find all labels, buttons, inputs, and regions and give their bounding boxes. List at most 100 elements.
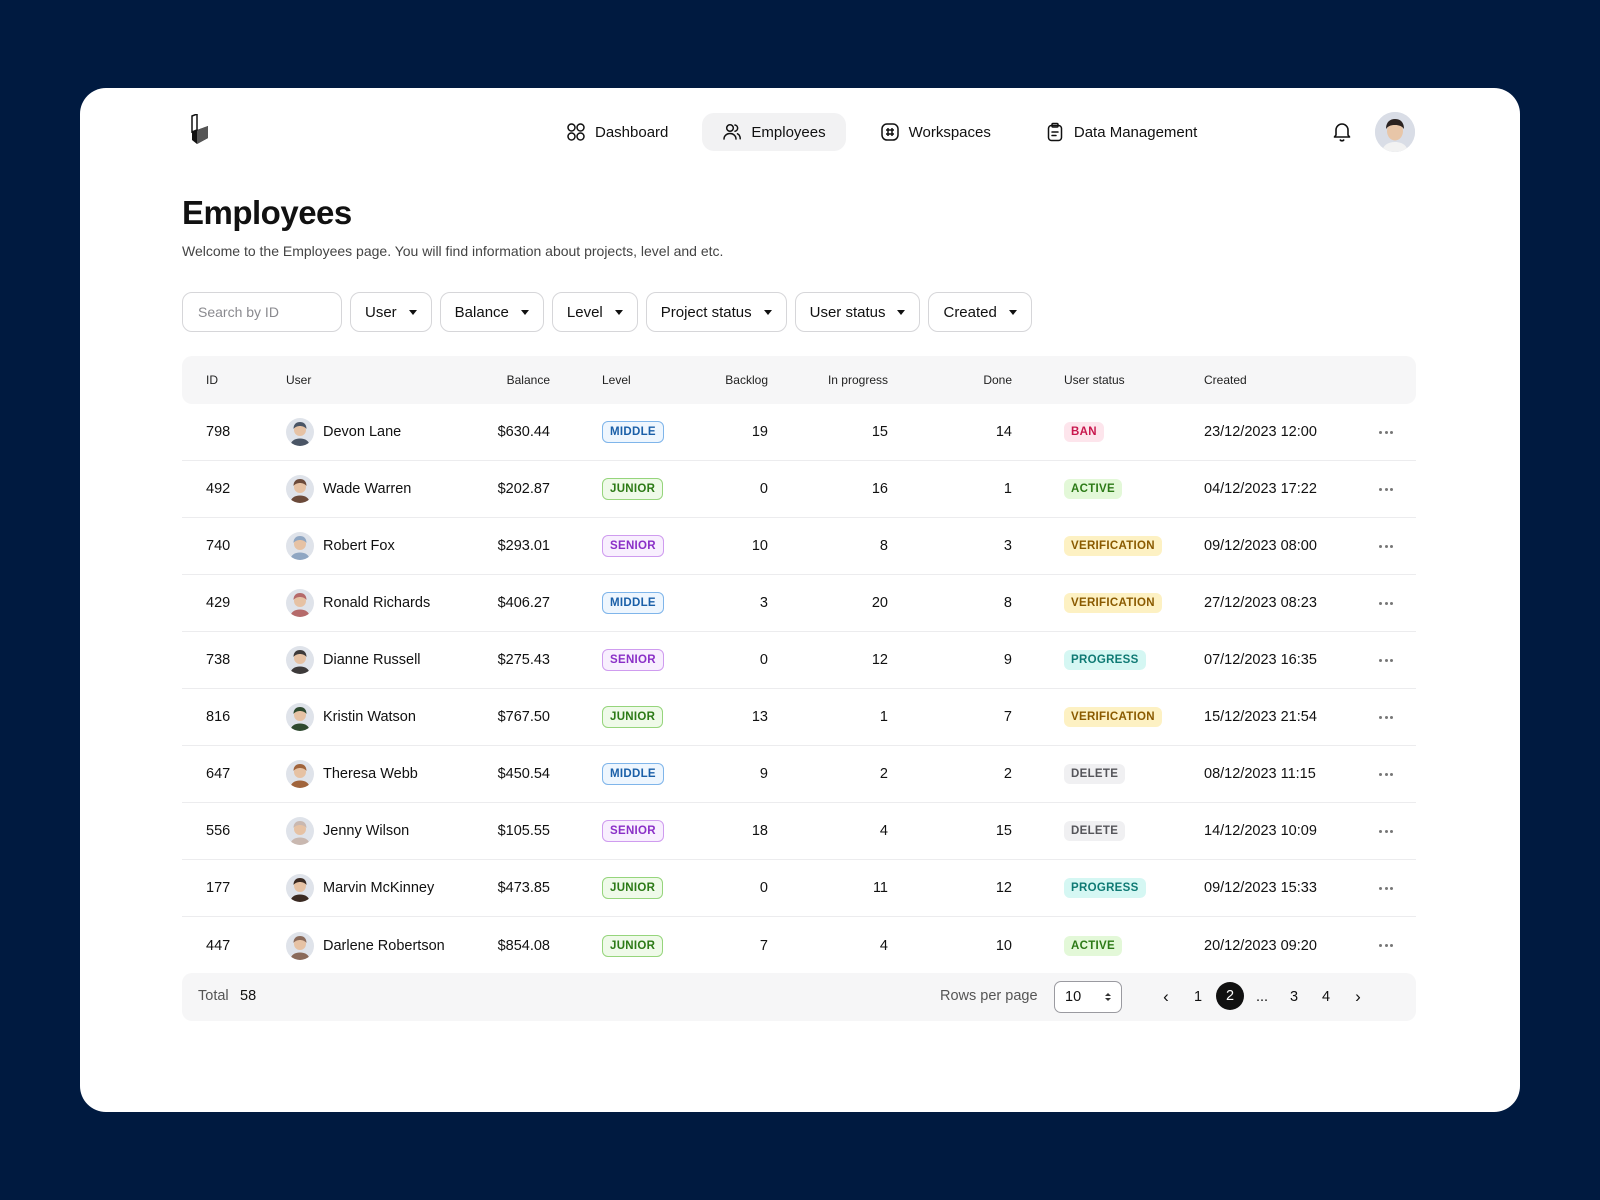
filter-user-status-dropdown[interactable]: User status xyxy=(794,292,921,332)
cell-actions xyxy=(1376,593,1396,613)
header-done[interactable]: Done xyxy=(983,373,1012,387)
pagination: ‹ 1 2... 3 4 › xyxy=(1152,982,1372,1012)
cell-backlog: 19 xyxy=(751,424,768,440)
cell-user-status: ACTIVE xyxy=(1064,479,1122,499)
table-row[interactable]: 798 Devon Lane $630.44 MIDDLE 19 15 14 BAN 23/12… xyxy=(182,404,1416,461)
header-level[interactable]: Level xyxy=(602,373,631,387)
rows-per-page-select[interactable]: 10 xyxy=(1054,981,1122,1013)
nav-item-label: Employees xyxy=(751,123,826,141)
cell-balance: $406.27 xyxy=(497,595,550,611)
table-row[interactable]: 738 Dianne Russell $275.43 SENIOR 0 12 9 PROGRE… xyxy=(182,632,1416,689)
nav-item-data-management[interactable]: Data Management xyxy=(1025,113,1217,151)
status-badge: PROGRESS xyxy=(1064,878,1146,898)
cell-user: Wade Warren xyxy=(286,475,411,503)
page-button[interactable]: 4 xyxy=(1321,989,1331,1005)
header-backlog[interactable]: Backlog xyxy=(725,373,768,387)
filter-balance-dropdown[interactable]: Balance xyxy=(439,292,544,332)
filter-created-dropdown[interactable]: Created xyxy=(928,292,1032,332)
filter-level-dropdown[interactable]: Level xyxy=(551,292,638,332)
employees-table: ID User Balance Level Backlog In progres… xyxy=(182,356,1416,974)
filter-project-status-dropdown[interactable]: Project status xyxy=(645,292,787,332)
status-badge: VERIFICATION xyxy=(1064,593,1162,613)
cell-level: SENIOR xyxy=(602,820,664,842)
more-options-icon[interactable] xyxy=(1376,936,1396,956)
more-options-icon[interactable] xyxy=(1376,479,1396,499)
cell-actions xyxy=(1376,878,1396,898)
cell-user-name: Robert Fox xyxy=(323,538,395,554)
table-row[interactable]: 177 Marvin McKinney $473.85 JUNIOR 0 11 12 PROG… xyxy=(182,860,1416,917)
cell-actions xyxy=(1376,650,1396,670)
cell-level: JUNIOR xyxy=(602,478,664,500)
header-balance[interactable]: Balance xyxy=(506,373,550,387)
page-button[interactable]: 1 xyxy=(1193,989,1203,1005)
nav-item-employees[interactable]: Employees xyxy=(702,113,846,151)
header-id[interactable]: ID xyxy=(206,373,218,387)
header-created[interactable]: Created xyxy=(1204,373,1247,387)
cell-balance: $854.08 xyxy=(497,937,550,954)
cell-user: Marvin McKinney xyxy=(286,874,434,902)
status-badge: ACTIVE xyxy=(1064,935,1122,956)
app-logo-icon[interactable] xyxy=(188,114,212,144)
caret-down-icon xyxy=(614,309,623,315)
cell-backlog: 0 xyxy=(759,481,768,497)
total-label: Total xyxy=(198,988,229,1004)
cell-backlog: 13 xyxy=(751,709,768,725)
more-options-icon[interactable] xyxy=(1376,650,1396,670)
level-badge: SENIOR xyxy=(602,649,664,671)
cell-backlog: 7 xyxy=(759,937,768,954)
cell-balance: $767.50 xyxy=(497,709,550,725)
more-options-icon[interactable] xyxy=(1376,764,1396,784)
level-badge: SENIOR xyxy=(602,820,664,842)
page-button[interactable]: 3 xyxy=(1289,989,1299,1005)
cell-id: 556 xyxy=(206,823,231,839)
cell-user: Ronald Richards xyxy=(286,589,430,617)
filter-user-dropdown[interactable]: User xyxy=(350,292,432,332)
cell-backlog: 18 xyxy=(751,823,768,839)
status-badge: VERIFICATION xyxy=(1064,536,1162,556)
notification-bell-icon[interactable] xyxy=(1331,120,1353,142)
more-options-icon[interactable] xyxy=(1376,593,1396,613)
status-badge: PROGRESS xyxy=(1064,650,1146,670)
cell-user-name: Jenny Wilson xyxy=(323,823,410,839)
table-row[interactable]: 556 Jenny Wilson $105.55 SENIOR 18 4 15 DELETE 1… xyxy=(182,803,1416,860)
cell-actions xyxy=(1376,936,1396,956)
table-row[interactable]: 492 Wade Warren $202.87 JUNIOR 0 16 1 ACTIVE 04/… xyxy=(182,461,1416,518)
prev-page-chevron-icon[interactable]: ‹ xyxy=(1163,987,1169,1006)
cell-user: Darlene Robertson xyxy=(286,931,445,960)
employee-avatar-icon xyxy=(286,475,314,503)
more-options-icon[interactable] xyxy=(1376,536,1396,556)
table-row[interactable]: 647 Theresa Webb $450.54 MIDDLE 9 2 2 DELETE 08/… xyxy=(182,746,1416,803)
more-options-icon[interactable] xyxy=(1376,821,1396,841)
table-row[interactable]: 816 Kristin Watson $767.50 JUNIOR 13 1 7 VERIFI… xyxy=(182,689,1416,746)
employee-avatar-icon xyxy=(286,760,314,788)
more-options-icon[interactable] xyxy=(1376,878,1396,898)
cell-user: Theresa Webb xyxy=(286,760,418,788)
cell-done: 10 xyxy=(995,937,1012,954)
nav-item-dashboard[interactable]: Dashboard xyxy=(546,113,688,151)
status-badge: ACTIVE xyxy=(1064,479,1122,499)
header-in-progress[interactable]: In progress xyxy=(827,373,888,387)
more-options-icon[interactable] xyxy=(1376,707,1396,727)
nav-item-label: Workspaces xyxy=(908,123,991,141)
nav-item-workspaces[interactable]: Workspaces xyxy=(860,113,1011,151)
table-row[interactable]: 740 Robert Fox $293.01 SENIOR 10 8 3 VERIFICATI… xyxy=(182,518,1416,575)
table-row[interactable]: 447 Darlene Robertson $854.08 JUNIOR 7 4 10 ACT… xyxy=(182,917,1416,974)
caret-down-icon xyxy=(763,309,772,315)
header-user-status[interactable]: User status xyxy=(1064,373,1125,387)
level-badge: JUNIOR xyxy=(602,478,664,500)
employee-avatar-icon xyxy=(286,646,314,674)
filter-label: User status xyxy=(809,303,886,321)
more-options-icon[interactable] xyxy=(1376,422,1396,442)
next-page-chevron-icon[interactable]: › xyxy=(1355,987,1361,1006)
cell-created: 20/12/2023 09:20 xyxy=(1204,937,1317,954)
clipboard-icon xyxy=(1047,122,1063,142)
user-avatar[interactable] xyxy=(1375,112,1415,152)
header-user[interactable]: User xyxy=(286,373,312,387)
page-button-current[interactable]: 2 xyxy=(1216,982,1244,1010)
cell-id: 647 xyxy=(206,766,231,782)
cell-balance: $293.01 xyxy=(497,538,550,554)
search-input[interactable] xyxy=(182,292,342,332)
page-description: Welcome to the Employees page. You will … xyxy=(182,243,724,259)
table-row[interactable]: 429 Ronald Richards $406.27 MIDDLE 3 20 8 VERIF… xyxy=(182,575,1416,632)
cell-in-progress: 8 xyxy=(879,538,888,554)
